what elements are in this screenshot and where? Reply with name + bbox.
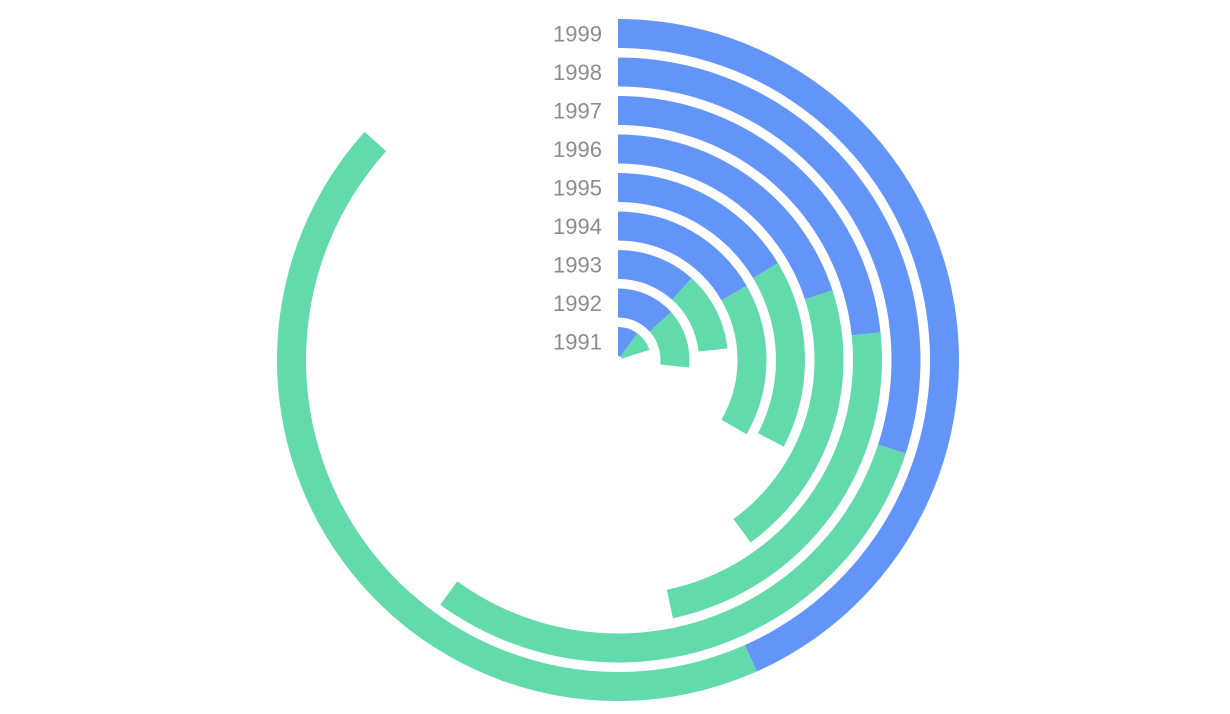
year-label-1994: 1994 bbox=[553, 214, 602, 239]
bar-segment-1997-series-2[interactable] bbox=[666, 332, 883, 619]
year-label-1999: 1999 bbox=[553, 22, 602, 47]
bar-segment-1993-series-1[interactable] bbox=[618, 250, 692, 300]
bar-segment-1991-series-1[interactable] bbox=[618, 327, 638, 357]
bar-segment-1992-series-1[interactable] bbox=[618, 288, 672, 332]
year-label-1996: 1996 bbox=[553, 137, 602, 162]
year-label-1997: 1997 bbox=[553, 99, 602, 124]
bar-segment-1991-series-2[interactable] bbox=[620, 333, 650, 359]
year-label-1992: 1992 bbox=[553, 291, 602, 316]
year-label-1998: 1998 bbox=[553, 60, 602, 85]
bar-segment-1993-series-2[interactable] bbox=[672, 278, 728, 352]
year-label-1991: 1991 bbox=[553, 330, 602, 355]
bar-segment-1996-series-1[interactable] bbox=[618, 134, 833, 300]
year-labels-group: 1991 1992 1993 1994 1995 1996 1997 1998 … bbox=[553, 22, 602, 355]
bar-segment-1994-series-1[interactable] bbox=[618, 211, 747, 301]
year-label-1993: 1993 bbox=[553, 253, 602, 278]
bar-segment-1995-series-1[interactable] bbox=[618, 173, 778, 279]
bar-segment-1999-series-2[interactable] bbox=[277, 131, 757, 701]
bar-segment-1994-series-2[interactable] bbox=[721, 285, 767, 435]
bar-segment-1992-series-2[interactable] bbox=[649, 312, 690, 368]
year-label-1995: 1995 bbox=[553, 176, 602, 201]
bar-segment-1998-series-2[interactable] bbox=[440, 444, 906, 663]
bar-segment-1995-series-2[interactable] bbox=[753, 263, 806, 447]
bar-segment-1996-series-2[interactable] bbox=[733, 290, 844, 543]
bar-segment-1997-series-1[interactable] bbox=[618, 96, 881, 336]
bar-segment-1998-series-1[interactable] bbox=[618, 57, 921, 454]
bars-group bbox=[277, 19, 959, 701]
